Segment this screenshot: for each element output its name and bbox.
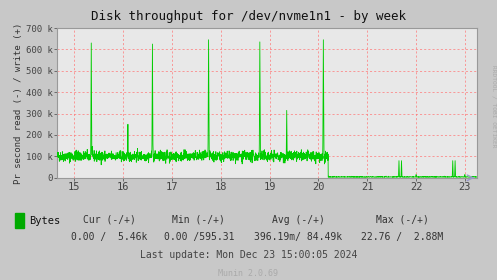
Text: Disk throughput for /dev/nvme1n1 - by week: Disk throughput for /dev/nvme1n1 - by we…: [91, 10, 406, 23]
Text: Munin 2.0.69: Munin 2.0.69: [219, 269, 278, 277]
Text: Last update: Mon Dec 23 15:00:05 2024: Last update: Mon Dec 23 15:00:05 2024: [140, 250, 357, 260]
Text: Cur (-/+): Cur (-/+): [83, 215, 136, 225]
Text: 396.19m/ 84.49k: 396.19m/ 84.49k: [254, 232, 342, 242]
Text: Bytes: Bytes: [29, 216, 60, 225]
Text: Avg (-/+): Avg (-/+): [272, 215, 325, 225]
Text: 0.00 /  5.46k: 0.00 / 5.46k: [71, 232, 148, 242]
Text: RRDTOOL / TOBI OETIKER: RRDTOOL / TOBI OETIKER: [491, 65, 496, 148]
Text: Max (-/+): Max (-/+): [376, 215, 429, 225]
Text: 0.00 /595.31: 0.00 /595.31: [164, 232, 234, 242]
Text: 22.76 /  2.88M: 22.76 / 2.88M: [361, 232, 444, 242]
Text: Min (-/+): Min (-/+): [172, 215, 225, 225]
Y-axis label: Pr second read (-) / write (+): Pr second read (-) / write (+): [14, 22, 23, 183]
